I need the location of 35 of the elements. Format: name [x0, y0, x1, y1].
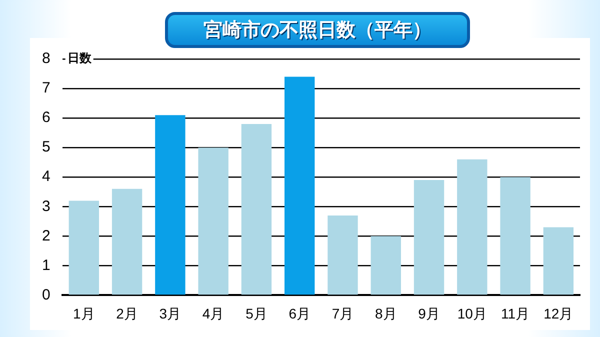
x-tick-label: 10月	[457, 305, 487, 322]
y-tick-label: 3	[42, 198, 50, 215]
bar	[543, 227, 574, 295]
bar	[155, 115, 186, 295]
y-tick-label: 4	[42, 168, 50, 186]
x-tick-label: 12月	[544, 305, 574, 322]
y-tick-label: 6	[42, 109, 50, 126]
x-tick-label: 9月	[418, 305, 440, 322]
bar	[370, 236, 401, 295]
bar	[241, 124, 272, 295]
x-tick-label: 7月	[332, 305, 354, 322]
bar	[457, 159, 488, 295]
x-tick-label: 3月	[159, 305, 182, 322]
bar	[328, 215, 358, 295]
y-tick-label: 7	[42, 80, 50, 97]
y-tick-label: 8	[42, 50, 50, 68]
y-tick-label: 1	[42, 256, 50, 274]
bar	[198, 148, 228, 295]
y-axis-title: 日数	[67, 51, 92, 66]
y-tick-label: 0	[42, 286, 50, 304]
x-tick-label: 8月	[374, 305, 397, 322]
y-tick-label: 5	[42, 138, 50, 156]
y-tick-label: 2	[42, 227, 50, 244]
x-tick-label: 2月	[116, 305, 138, 322]
x-tick-label: 11月	[501, 305, 530, 322]
bar	[112, 188, 142, 295]
bar	[500, 177, 530, 295]
x-tick-label: 4月	[202, 305, 224, 322]
x-tick-label: 6月	[288, 305, 310, 322]
x-tick-label: 5月	[246, 305, 268, 322]
bar	[414, 180, 444, 295]
bar	[284, 76, 315, 295]
x-tick-label: 1月	[73, 305, 95, 322]
chart-title: 宮崎市の不照日数（平年）	[165, 12, 470, 48]
bar	[68, 200, 100, 295]
